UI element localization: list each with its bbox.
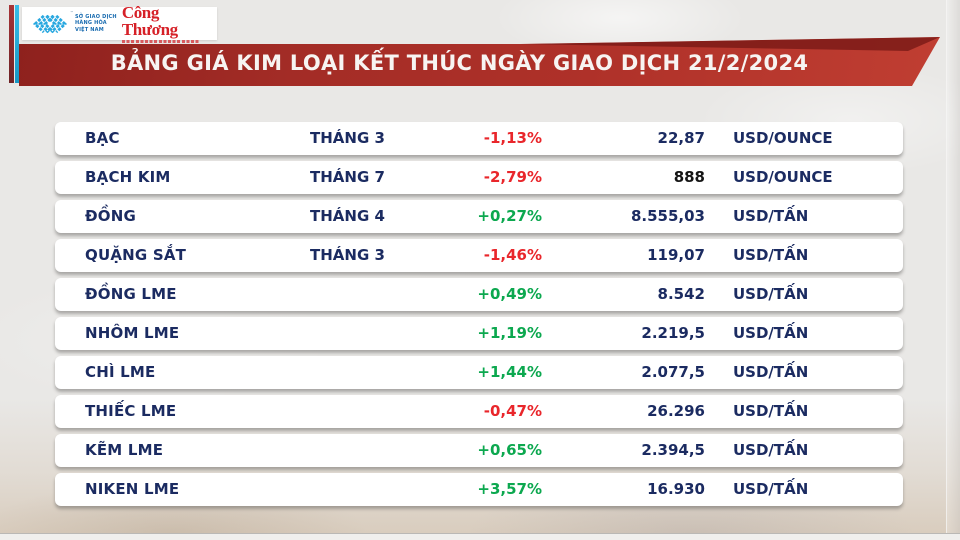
- contract-month: THÁNG 7: [310, 168, 385, 186]
- percent-change: -2,79%: [483, 168, 542, 186]
- metal-name: KẼM LME: [85, 441, 164, 459]
- price-value: 119,07: [647, 246, 705, 264]
- title-ribbon: BẢNG GIÁ KIM LOẠI KẾT THÚC NGÀY GIAO DỊC…: [19, 37, 940, 86]
- price-value: 8.555,03: [630, 207, 705, 225]
- metal-name: NIKEN LME: [85, 480, 180, 498]
- trademark-symbol: ™: [70, 10, 74, 15]
- price-unit: USD/TẤN: [733, 285, 809, 303]
- table-row: KẼM LME +0,65% 2.394,5 USD/TẤN: [55, 434, 903, 467]
- table-row: THIẾC LME -0,47% 26.296 USD/TẤN: [55, 395, 903, 428]
- percent-change: +0,27%: [477, 207, 542, 225]
- bottom-edge-strip: [0, 533, 960, 540]
- table-row: ĐỒNG LME +0,49% 8.542 USD/TẤN: [55, 278, 903, 311]
- price-table: BẠC THÁNG 3 -1,13% 22,87 USD/OUNCE BẠCH …: [55, 122, 903, 512]
- mxv-org-line-2: HÀNG HÓA: [75, 20, 107, 27]
- table-row: BẠC THÁNG 3 -1,13% 22,87 USD/OUNCE: [55, 122, 903, 155]
- price-unit: USD/TẤN: [733, 402, 809, 420]
- percent-change: -1,13%: [483, 129, 542, 147]
- price-value: 26.296: [647, 402, 705, 420]
- percent-change: -0,47%: [483, 402, 542, 420]
- price-value: 8.542: [657, 285, 705, 303]
- price-unit: USD/TẤN: [733, 363, 809, 381]
- congthuong-logo: Công Thương: [121, 3, 217, 43]
- price-value: 16.930: [647, 480, 705, 498]
- mxv-logo-icon: [32, 14, 68, 33]
- logo-plate: ™ SỞ GIAO DỊCH HÀNG HÓA VIỆT NAM Công Th…: [22, 3, 217, 43]
- table-row: ĐỒNG THÁNG 4 +0,27% 8.555,03 USD/TẤN: [55, 200, 903, 233]
- congthuong-tagline-strip: [121, 40, 200, 43]
- percent-change: -1,46%: [483, 246, 542, 264]
- congthuong-wordmark: Công Thương: [121, 3, 178, 39]
- table-row: NHÔM LME +1,19% 2.219,5 USD/TẤN: [55, 317, 903, 350]
- metal-name: ĐỒNG: [85, 207, 136, 225]
- mxv-org-line-1: SỞ GIAO DỊCH: [75, 14, 117, 21]
- price-value: 2.394,5: [641, 441, 705, 459]
- price-unit: USD/TẤN: [733, 480, 809, 498]
- left-accent-bar-cyan: [15, 5, 19, 83]
- percent-change: +1,19%: [477, 324, 542, 342]
- table-row: BẠCH KIM THÁNG 7 -2,79% 888 USD/OUNCE: [55, 161, 903, 194]
- page-title: BẢNG GIÁ KIM LOẠI KẾT THÚC NGÀY GIAO DỊC…: [110, 51, 809, 75]
- right-edge-strip: [946, 0, 960, 533]
- price-unit: USD/OUNCE: [733, 129, 833, 147]
- price-unit: USD/TẤN: [733, 246, 809, 264]
- price-unit: USD/TẤN: [733, 324, 809, 342]
- price-value: 888: [673, 168, 705, 186]
- price-unit: USD/TẤN: [733, 207, 809, 225]
- table-row: NIKEN LME +3,57% 16.930 USD/TẤN: [55, 473, 903, 506]
- contract-month: THÁNG 4: [310, 207, 385, 225]
- metal-name: QUẶNG SẮT: [85, 246, 187, 264]
- mxv-org-name: SỞ GIAO DỊCH HÀNG HÓA VIỆT NAM: [75, 14, 117, 33]
- metal-name: BẠC: [85, 129, 120, 147]
- metal-name: BẠCH KIM: [85, 168, 171, 186]
- metal-name: ĐỒNG LME: [85, 285, 177, 303]
- metal-name: THIẾC LME: [85, 402, 177, 420]
- contract-month: THÁNG 3: [310, 246, 385, 264]
- price-unit: USD/TẤN: [733, 441, 809, 459]
- price-value: 2.219,5: [641, 324, 705, 342]
- left-accent-bar-red: [9, 5, 14, 83]
- percent-change: +3,57%: [477, 480, 542, 498]
- mxv-org-line-3: VIỆT NAM: [75, 26, 104, 33]
- table-row: CHÌ LME +1,44% 2.077,5 USD/TẤN: [55, 356, 903, 389]
- price-value: 22,87: [657, 129, 705, 147]
- metal-name: CHÌ LME: [85, 363, 156, 381]
- table-row: QUẶNG SẮT THÁNG 3 -1,46% 119,07 USD/TẤN: [55, 239, 903, 272]
- percent-change: +0,49%: [477, 285, 542, 303]
- percent-change: +1,44%: [477, 363, 542, 381]
- percent-change: +0,65%: [477, 441, 542, 459]
- contract-month: THÁNG 3: [310, 129, 385, 147]
- metal-name: NHÔM LME: [85, 324, 180, 342]
- price-unit: USD/OUNCE: [733, 168, 833, 186]
- price-value: 2.077,5: [641, 363, 705, 381]
